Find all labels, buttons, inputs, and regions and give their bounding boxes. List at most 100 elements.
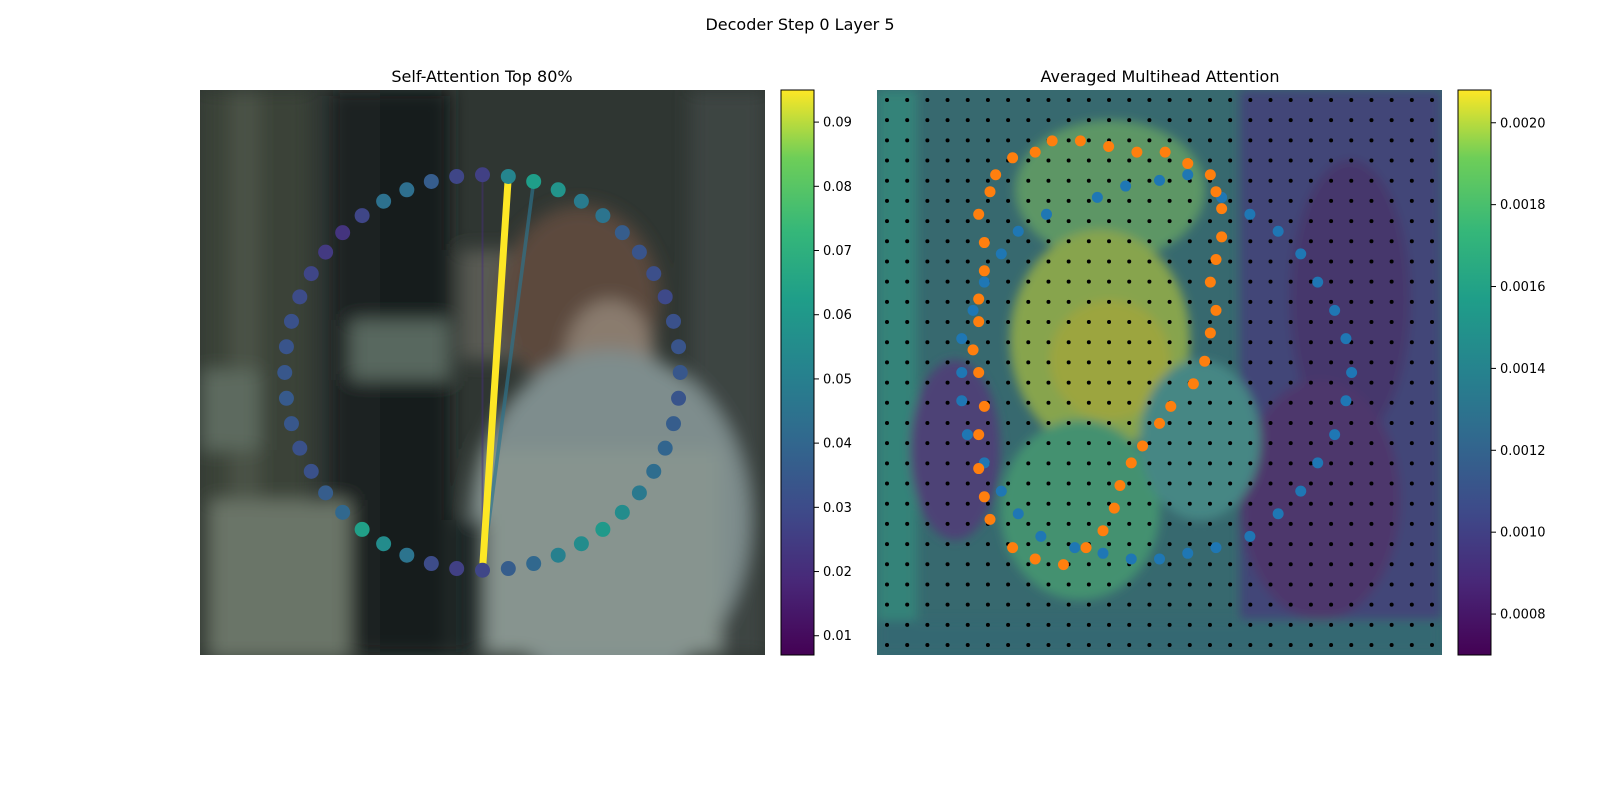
grid-dot (1369, 299, 1374, 304)
grid-dot (1228, 602, 1233, 607)
grid-dot (1107, 602, 1112, 607)
grid-dot (1167, 138, 1172, 143)
self-attention-title: Self-Attention Top 80% (391, 67, 572, 86)
grid-dot (1187, 259, 1192, 264)
landmark-point (1182, 169, 1194, 181)
grid-dot (1046, 219, 1051, 224)
grid-dot (1248, 178, 1253, 183)
grid-dot (1248, 320, 1253, 325)
landmark-point (1114, 480, 1126, 491)
grid-dot (1268, 158, 1273, 163)
grid-dot (965, 98, 970, 102)
grid-dot (905, 481, 910, 486)
grid-dot (1369, 98, 1374, 102)
landmark-point (1210, 542, 1222, 554)
attention-point (376, 536, 392, 552)
grid-dot (1086, 360, 1091, 365)
grid-dot (965, 643, 970, 647)
landmark-point (1041, 208, 1052, 220)
grid-dot (945, 461, 950, 466)
grid-dot (1409, 219, 1414, 224)
grid-dot (1228, 481, 1233, 486)
grid-dot (945, 360, 950, 365)
grid-dot (1046, 118, 1051, 123)
landmark-point (984, 186, 996, 198)
grid-dot (1409, 380, 1414, 385)
grid-dot (1147, 481, 1152, 486)
grid-dot (1046, 542, 1051, 547)
grid-dot (1308, 582, 1313, 587)
grid-dot (1207, 320, 1212, 325)
grid-dot (1026, 198, 1031, 203)
grid-dot (1228, 542, 1233, 547)
grid-dot (905, 279, 910, 284)
landmark-point (1340, 395, 1352, 407)
grid-dot (1107, 360, 1112, 365)
grid-dot (1006, 521, 1011, 526)
attention-point (354, 521, 370, 537)
grid-dot (1369, 481, 1374, 486)
grid-dot (1288, 602, 1293, 607)
grid-dot (1086, 461, 1091, 466)
grid-dot (985, 178, 990, 183)
grid-dot (1308, 481, 1313, 486)
grid-dot (1288, 239, 1293, 244)
grid-dot (1167, 562, 1172, 567)
grid-dot (1107, 320, 1112, 325)
grid-dot (1187, 239, 1192, 244)
grid-dot (1167, 259, 1172, 264)
grid-dot (1026, 400, 1031, 405)
grid-dot (1369, 501, 1374, 506)
grid-dot (1086, 380, 1091, 385)
grid-dot (1389, 340, 1394, 345)
grid-dot (1086, 219, 1091, 224)
grid-dot (965, 521, 970, 526)
grid-dot (965, 158, 970, 163)
grid-dot (1107, 340, 1112, 345)
grid-dot (1086, 279, 1091, 284)
grid-dot (1349, 360, 1354, 365)
grid-dot (1066, 158, 1071, 163)
grid-dot (1086, 602, 1091, 607)
landmark-point (1097, 547, 1109, 559)
grid-dot (1026, 521, 1031, 526)
grid-dot (1127, 158, 1132, 163)
landmark-point (1154, 417, 1165, 429)
grid-dot (1228, 360, 1233, 365)
grid-dot (885, 582, 889, 587)
grid-dot (945, 582, 950, 587)
grid-dot (1006, 481, 1011, 486)
grid-dot (1086, 400, 1091, 405)
grid-dot (1127, 98, 1132, 102)
grid-dot (945, 562, 950, 567)
grid-dot (1268, 118, 1273, 123)
grid-dot (1268, 138, 1273, 143)
grid-dot (1207, 118, 1212, 123)
landmark-point (1216, 203, 1228, 215)
grid-dot (1349, 562, 1354, 567)
grid-dot (945, 138, 950, 143)
grid-dot (985, 643, 990, 647)
grid-dot (1228, 501, 1233, 506)
grid-dot (885, 400, 889, 405)
landmark-point (984, 513, 996, 525)
grid-dot (1066, 643, 1071, 647)
grid-dot (1308, 602, 1313, 607)
grid-dot (1046, 158, 1051, 163)
grid-dot (1207, 400, 1212, 405)
grid-dot (1248, 420, 1253, 425)
grid-dot (1288, 622, 1293, 627)
grid-dot (1147, 562, 1152, 567)
grid-dot (1369, 178, 1374, 183)
grid-dot (1187, 521, 1192, 526)
grid-dot (1228, 320, 1233, 325)
grid-dot (905, 198, 910, 203)
grid-dot (1430, 461, 1434, 466)
grid-dot (1228, 400, 1233, 405)
grid-dot (1369, 259, 1374, 264)
colorbar-tick-label: 0.0014 (1500, 362, 1546, 377)
grid-dot (925, 259, 930, 264)
grid-dot (1308, 542, 1313, 547)
grid-dot (985, 622, 990, 627)
grid-dot (925, 542, 930, 547)
